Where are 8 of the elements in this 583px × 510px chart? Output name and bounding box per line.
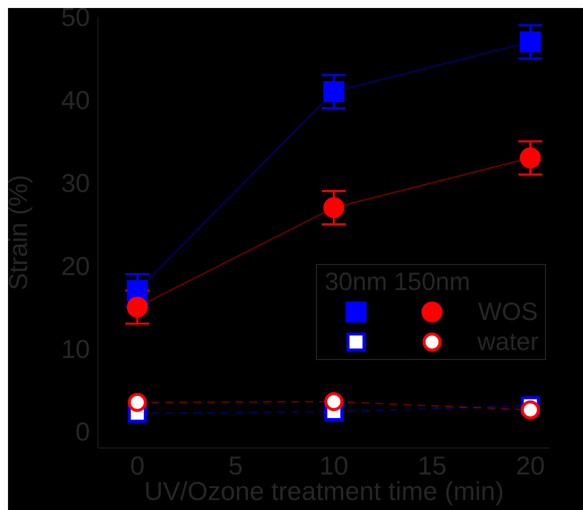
point <box>126 296 148 318</box>
point <box>323 197 344 218</box>
point <box>324 392 344 412</box>
point <box>520 147 541 168</box>
point <box>520 31 541 52</box>
point <box>323 81 344 102</box>
point <box>128 392 147 412</box>
point <box>520 400 540 420</box>
